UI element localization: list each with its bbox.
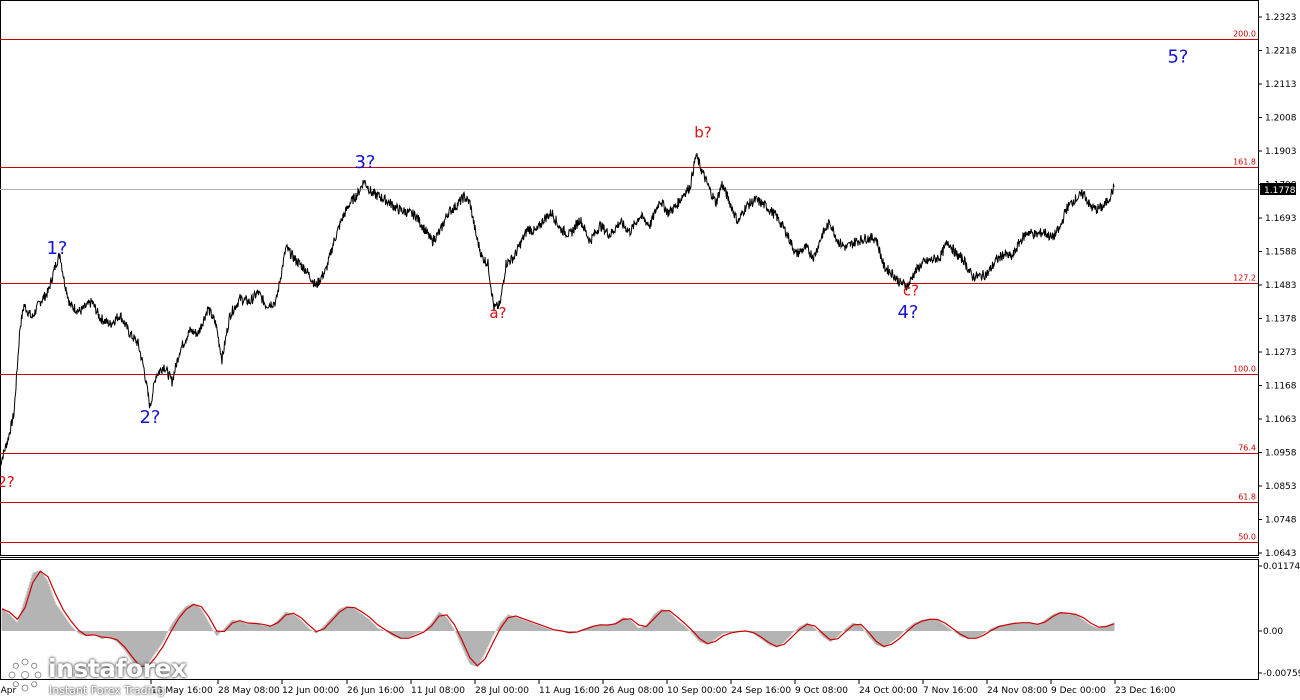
time-tick-label: 13 May 16:00 (151, 686, 213, 696)
time-tick-label: 11 Jul 08:00 (411, 686, 465, 696)
wave-label-red-8: 2? (0, 473, 15, 491)
wave-label-blue-2: 3? (354, 152, 375, 173)
price-tick-label: 1.0748 (1265, 516, 1297, 526)
time-tick-label: 11 Aug 16:00 (539, 686, 600, 696)
time-tick-label: 10 Sep 00:00 (667, 686, 727, 696)
instaforex-logo: instaforex Instant Forex Trading (4, 654, 187, 698)
osc-tick-label: 0.00 (1263, 627, 1283, 637)
price-tick-label: 1.2323 (1265, 13, 1297, 23)
time-tick-label: 28 Jul 00:00 (475, 686, 529, 696)
fib-label-61-8: 61.8 (1238, 493, 1256, 502)
oscillator-series (1, 570, 1115, 670)
price-series (0, 153, 1115, 466)
fib-label-76-4: 76.4 (1238, 444, 1256, 453)
price-tick-label: 1.0643 (1265, 549, 1297, 559)
fibonacci-levels: 200.0 161.8 127.2 100.0 76.4 61.8 50.0 (0, 30, 1258, 543)
wave-label-blue-3: 4? (897, 302, 918, 323)
logo-brand-name: instaforex (48, 654, 187, 683)
time-tick-label: 23 Dec 16:00 (1115, 686, 1176, 696)
oscillator-frame (0, 559, 1259, 680)
fib-label-50-0: 50.0 (1238, 533, 1256, 542)
time-tick-label: 9 Oct 08:00 (795, 686, 848, 696)
wave-label-blue-1: 2? (139, 407, 160, 428)
instaforex-logo-icon (8, 658, 42, 692)
price-line (0, 153, 1115, 466)
price-tick-label: 1.0853 (1265, 482, 1297, 492)
time-tick-label: 26 Jun 16:00 (347, 686, 404, 696)
wave-label-blue-0: 1? (46, 238, 67, 259)
price-tick-label: 1.1903 (1265, 147, 1297, 157)
wave-label-red-5: a? (489, 304, 506, 322)
oscillator-signal-line (1, 570, 1115, 668)
price-tick-label: 1.1063 (1265, 415, 1297, 425)
time-tick-label: 26 Aug 08:00 (603, 686, 664, 696)
current-price-value: 1.1778 (1264, 186, 1296, 196)
osc-tick-label: 0.01174 (1263, 562, 1300, 572)
time-tick-label: 28 May 08:00 (218, 686, 280, 696)
price-axis: 1.23231.22181.21131.20081.19031.17981.16… (1258, 13, 1297, 559)
time-tick-label: 7 Nov 16:00 (923, 686, 978, 696)
wave-label-red-6: b? (694, 124, 711, 142)
current-price-tag: 1.1778 (1260, 183, 1296, 196)
oscillator-histogram (1, 570, 1115, 670)
price-tick-label: 1.2008 (1265, 114, 1297, 124)
price-tick-label: 1.2113 (1265, 80, 1297, 90)
time-tick-label: 9 Dec 00:00 (1051, 686, 1106, 696)
fib-label-100-0: 100.0 (1233, 365, 1256, 374)
price-tick-label: 1.0958 (1265, 449, 1297, 459)
time-tick-label: 24 Oct 00:00 (859, 686, 918, 696)
time-tick-label: 24 Nov 08:00 (987, 686, 1048, 696)
fib-label-161-8: 161.8 (1233, 158, 1256, 167)
oscillator-axis: 0.01174 0.00 -0.00759 (1258, 562, 1300, 679)
price-tick-label: 1.2218 (1265, 47, 1297, 57)
time-tick-label: 24 Sep 16:00 (731, 686, 791, 696)
price-tick-label: 1.1273 (1265, 348, 1297, 358)
main-chart-frame (0, 0, 1259, 556)
wave-label-blue-4: 5? (1167, 47, 1188, 68)
price-tick-label: 1.1693 (1265, 214, 1297, 224)
price-tick-label: 1.1168 (1265, 382, 1297, 392)
price-tick-label: 1.1483 (1265, 281, 1297, 291)
time-tick-label: 12 Jun 00:00 (282, 686, 339, 696)
fib-label-200-0: 200.0 (1233, 30, 1256, 39)
wave-label-red-7: c? (903, 282, 919, 300)
price-tick-label: 1.1378 (1265, 315, 1297, 325)
fib-label-127-2: 127.2 (1233, 274, 1256, 283)
price-tick-label: 1.1588 (1265, 248, 1297, 258)
osc-tick-label: -0.00759 (1263, 669, 1300, 679)
time-tick-label: 1 Apr (0, 686, 16, 696)
wave-labels: 1? 2? 3? 4? 5? a? b? c? 2? (0, 47, 1189, 491)
logo-tagline: Instant Forex Trading (49, 684, 165, 697)
